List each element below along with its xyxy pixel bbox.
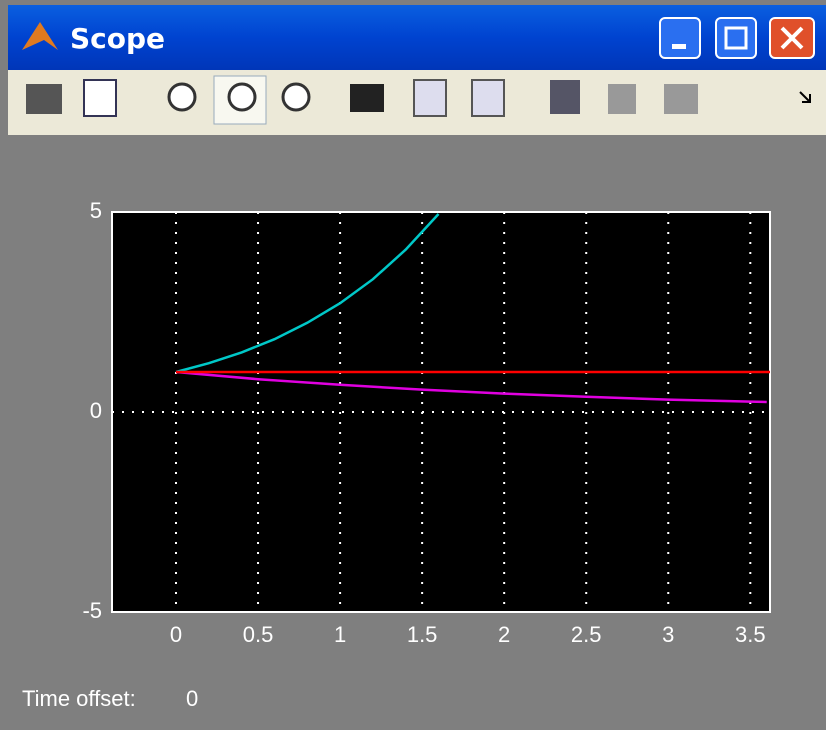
x-tick-label: 2 <box>498 622 510 647</box>
maximize-button[interactable] <box>716 18 756 58</box>
lock-button[interactable] <box>608 84 636 114</box>
y-tick-label: 5 <box>90 198 102 223</box>
x-tick-label: 2.5 <box>571 622 602 647</box>
zoom-y-button[interactable] <box>283 84 309 110</box>
plot-area <box>112 212 770 612</box>
scope-window: Scope 00.511.522.533.5-505 Time offset: … <box>0 0 826 730</box>
minimize-button[interactable] <box>660 18 700 58</box>
zoom-x-button[interactable] <box>229 84 255 110</box>
x-tick-label: 3 <box>662 622 674 647</box>
x-tick-label: 1.5 <box>407 622 438 647</box>
zoom-button[interactable] <box>169 84 195 110</box>
minimize-icon <box>672 44 686 49</box>
x-tick-label: 0 <box>170 622 182 647</box>
y-tick-label: -5 <box>82 598 102 623</box>
x-tick-label: 3.5 <box>735 622 766 647</box>
floating-scope-button[interactable] <box>550 80 580 114</box>
autoscale-button[interactable] <box>350 84 384 112</box>
print-button[interactable] <box>26 84 62 114</box>
window-title: Scope <box>70 22 165 55</box>
restore-axes-button[interactable] <box>472 80 504 116</box>
time-offset-value: 0 <box>186 686 198 711</box>
x-tick-label: 0.5 <box>243 622 274 647</box>
x-tick-label: 1 <box>334 622 346 647</box>
y-tick-label: 0 <box>90 398 102 423</box>
time-offset-label: Time offset: <box>22 686 136 711</box>
signal-select-button[interactable] <box>664 84 698 114</box>
save-axes-button[interactable] <box>414 80 446 116</box>
params-button[interactable] <box>84 80 116 116</box>
